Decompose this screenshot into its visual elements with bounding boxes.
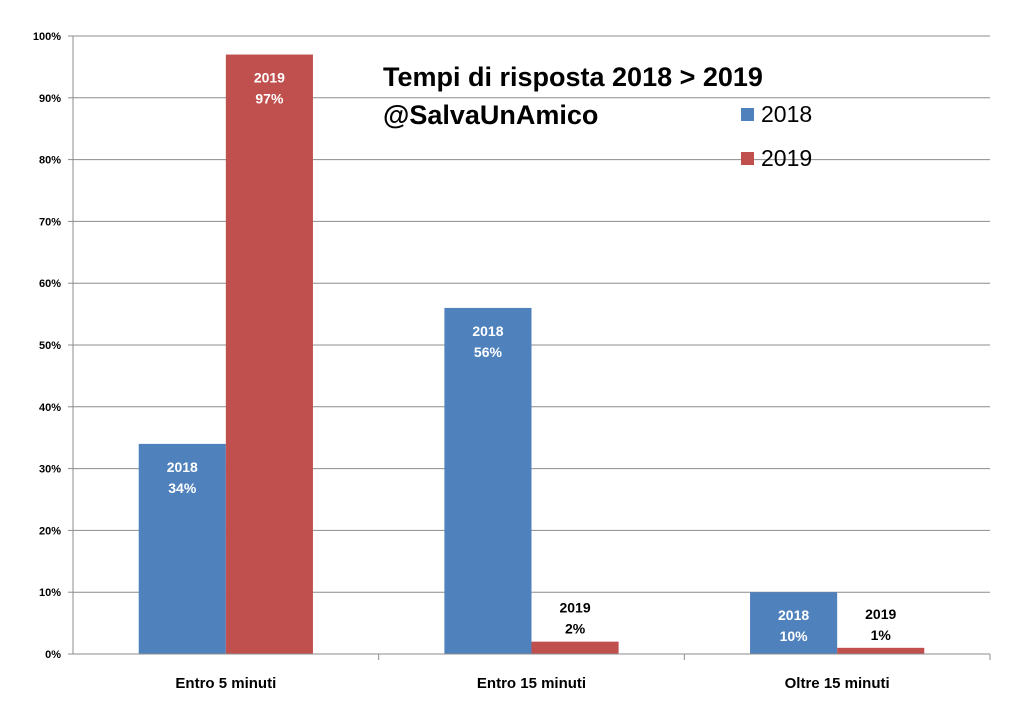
y-tick-label: 100% [33, 31, 61, 43]
data-label-series: 2018 [778, 607, 809, 623]
y-tick-label: 0% [45, 649, 61, 661]
x-category-label: Oltre 15 minuti [785, 675, 890, 692]
bars [138, 54, 925, 655]
data-label-series: 2019 [559, 600, 590, 616]
axes [72, 36, 991, 660]
legend-swatch-2018 [741, 108, 754, 121]
data-label-series: 2018 [472, 323, 503, 339]
x-category-label: Entro 5 minuti [175, 675, 276, 692]
chart-title: Tempi di risposta 2018 > 2019 [383, 62, 763, 92]
bar-2018 [138, 443, 226, 654]
y-tick-label: 40% [39, 402, 61, 414]
y-tick-label: 30% [39, 464, 61, 476]
x-axis-category-labels: Entro 5 minuti Entro 15 minuti Oltre 15 mi… [175, 675, 889, 692]
bar-2019 [225, 54, 313, 655]
legend-swatch-2019 [741, 152, 754, 165]
y-axis-tick-labels: 0% 10% 20% 30% 40% 50% 60% 70% 80% 90% 100% [33, 31, 61, 661]
data-label-value: 56% [474, 344, 503, 360]
y-tick-label: 80% [39, 155, 61, 167]
y-tick-label: 90% [39, 93, 61, 105]
y-tick-label: 20% [39, 525, 61, 537]
y-tick-label: 60% [39, 278, 61, 290]
y-tick-label: 50% [39, 340, 61, 352]
data-label-series: 2018 [167, 459, 198, 475]
bar-2018 [750, 592, 838, 654]
data-label-value: 1% [871, 627, 892, 643]
data-label-value: 34% [168, 480, 197, 496]
legend-label-2019: 2019 [761, 145, 812, 171]
bar-2018 [444, 307, 532, 654]
data-label-series: 2019 [865, 606, 896, 622]
data-label-series: 2019 [254, 70, 285, 86]
data-label-value: 97% [255, 91, 284, 107]
data-label-value: 10% [780, 628, 809, 644]
data-label-value: 2% [565, 621, 586, 637]
y-tick-label: 10% [39, 587, 61, 599]
bar-2019 [837, 647, 925, 654]
chart-subtitle: @SalvaUnAmico [383, 100, 598, 130]
bar-2019 [531, 641, 619, 654]
x-category-label: Entro 15 minuti [477, 675, 586, 692]
legend: 2018 2019 [741, 101, 812, 171]
y-tick-label: 70% [39, 216, 61, 228]
data-labels: 2018 34% 2019 97% 2018 56% 2019 2% 2018 10% 2019 1% [167, 70, 897, 645]
legend-label-2018: 2018 [761, 101, 812, 127]
